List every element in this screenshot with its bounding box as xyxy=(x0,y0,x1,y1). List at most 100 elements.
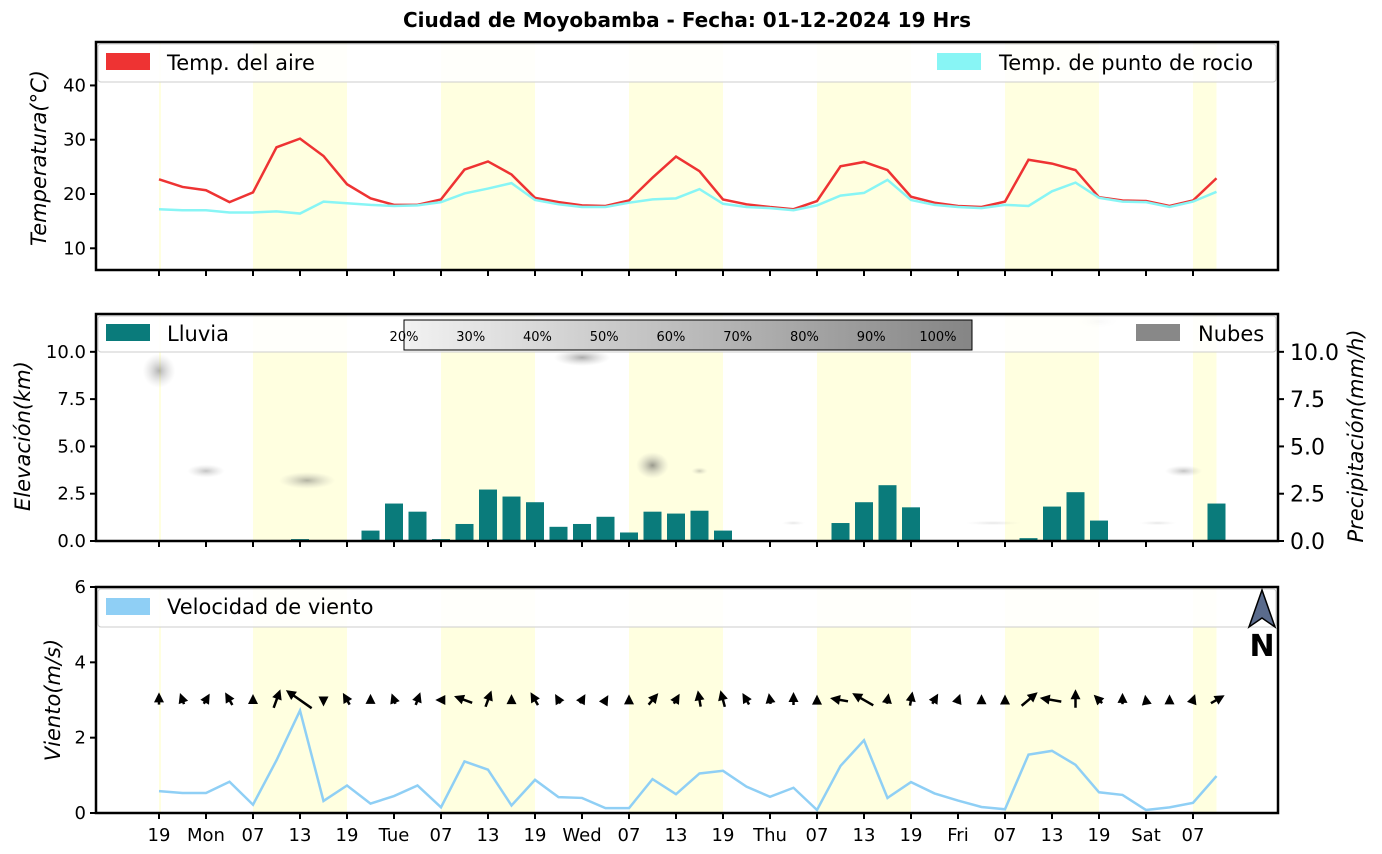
legend-dew-swatch xyxy=(937,53,981,70)
wind-arrow xyxy=(1070,689,1081,708)
cloud-patches xyxy=(142,314,1203,526)
wind-arrow xyxy=(154,692,164,705)
x-tick-label: 07 xyxy=(1182,825,1205,846)
colorbar-labels: 20% 30% 40% 50% 60% 70% 80% 90% 100% xyxy=(390,330,957,345)
cloud-patch xyxy=(553,348,611,367)
x-tick-label: Tue xyxy=(378,825,410,846)
y-right-tick-label: 2.5 xyxy=(1290,483,1325,508)
y-tick-label: 20 xyxy=(63,184,86,205)
rain-bar xyxy=(596,516,615,541)
wind-arrow xyxy=(882,693,892,705)
legend-wind-label: Velocidad de viento xyxy=(167,595,373,619)
colorbar-label: 90% xyxy=(857,330,886,345)
legend-dew-label: Temp. de punto de rocio xyxy=(998,51,1253,75)
wind-arrow xyxy=(830,694,849,705)
x-tick-label: 19 xyxy=(1088,825,1111,846)
x-tick-label: 13 xyxy=(665,825,688,846)
x-tick-label: 07 xyxy=(994,825,1017,846)
wind-legend: Velocidad de viento xyxy=(97,588,1277,628)
wind-arrow xyxy=(852,693,874,707)
wind-arrow xyxy=(694,690,705,707)
wind-arrow xyxy=(928,693,939,705)
wind-arrow xyxy=(1210,695,1225,705)
rain-bar xyxy=(831,523,850,541)
wind-frame xyxy=(94,585,1280,815)
rain-bar xyxy=(526,502,544,541)
wind-arrow xyxy=(1187,694,1197,706)
rain-bar xyxy=(714,530,732,541)
x-tick-label: 07 xyxy=(618,825,641,846)
wind-arrow xyxy=(248,694,258,705)
rain-bars xyxy=(291,485,1226,541)
wind-y-ticks: 0 2 4 6 xyxy=(75,577,96,824)
x-tick-label: 13 xyxy=(1041,825,1064,846)
dew-point-line xyxy=(158,178,1217,215)
rain-bar xyxy=(1043,506,1061,541)
wind-arrow xyxy=(318,696,329,707)
wind-speed-line xyxy=(158,706,1218,813)
rain-bar xyxy=(1066,492,1085,541)
cloud-patch xyxy=(691,467,708,475)
x-tick-label: 19 xyxy=(900,825,923,846)
y-tick-label: 5.0 xyxy=(57,436,86,457)
x-tick-label: Thu xyxy=(752,825,787,846)
legend-air-label: Temp. del aire xyxy=(166,51,315,75)
precipitation-x-ticks xyxy=(158,541,1194,547)
wind-x-ticks xyxy=(158,813,1194,819)
wind-arrow xyxy=(576,694,586,706)
wind-arrow xyxy=(905,691,916,706)
wind-arrow xyxy=(952,693,962,706)
daylight-band xyxy=(159,314,161,541)
x-tick-label: 13 xyxy=(477,825,500,846)
legend-rain-swatch xyxy=(106,324,150,341)
x-tick-label: Fri xyxy=(947,825,968,846)
north-arrow-icon: N xyxy=(1247,587,1277,664)
rain-bar xyxy=(667,513,685,541)
elevation-y-label: Elevación(km) xyxy=(11,361,35,511)
temperature-legend: Temp. del aire Temp. de punto de rocio xyxy=(97,43,1277,83)
wind-arrow xyxy=(454,694,473,705)
wind-arrow xyxy=(506,694,517,705)
rain-bar xyxy=(479,489,497,541)
temperature-y-label: Temperatura(°C) xyxy=(27,70,51,246)
wind-arrow xyxy=(647,693,659,706)
cloud-patch xyxy=(278,471,336,489)
y-tick-label: 10.0 xyxy=(46,342,86,363)
wind-arrow xyxy=(1039,694,1062,705)
wind-arrow xyxy=(812,694,822,705)
wind-arrow xyxy=(272,689,282,709)
wind-arrow xyxy=(412,692,422,706)
chart-title: Ciudad de Moyobamba - Fecha: 01-12-2024 … xyxy=(403,8,971,32)
wind-panel: 0 2 4 6 Viento(m/s) Velocidad de viento N xyxy=(41,577,1280,824)
rain-bar xyxy=(573,523,591,541)
cloud-patch xyxy=(1164,465,1203,477)
precipitation-panel: 0.0 2.5 5.0 7.5 10.0 0.0 2.5 5.0 7.5 10.0 Elevac… xyxy=(11,312,1368,555)
precipitation-y-label: Precipitación(mm/h) xyxy=(1344,329,1368,542)
wind-arrow xyxy=(342,692,353,706)
wind-arrow xyxy=(598,695,609,707)
wind-arrow xyxy=(788,691,799,706)
x-tick-label: Wed xyxy=(562,825,601,846)
y-tick-label: 4 xyxy=(75,652,86,673)
colorbar-label: 70% xyxy=(723,330,752,345)
wind-arrow xyxy=(390,693,400,705)
x-tick-label: 13 xyxy=(289,825,312,846)
wind-arrow xyxy=(1117,692,1128,705)
y-right-tick-label: 0.0 xyxy=(1290,530,1325,555)
y-tick-label: 0.0 xyxy=(57,531,86,552)
cloud-patch xyxy=(636,452,669,479)
rain-bar xyxy=(1090,520,1108,541)
rain-bar xyxy=(385,503,403,541)
x-tick-label: 19 xyxy=(524,825,547,846)
daylight-band xyxy=(1193,314,1217,541)
rain-bar xyxy=(902,507,920,541)
wind-arrow xyxy=(285,690,313,710)
wind-arrow xyxy=(624,694,634,705)
x-tick-label: 07 xyxy=(806,825,829,846)
x-tick-label: 07 xyxy=(242,825,265,846)
x-tick-label: 19 xyxy=(712,825,735,846)
rain-bar xyxy=(455,523,474,541)
cloud-patch xyxy=(965,520,1022,526)
daylight-band xyxy=(1193,587,1217,813)
